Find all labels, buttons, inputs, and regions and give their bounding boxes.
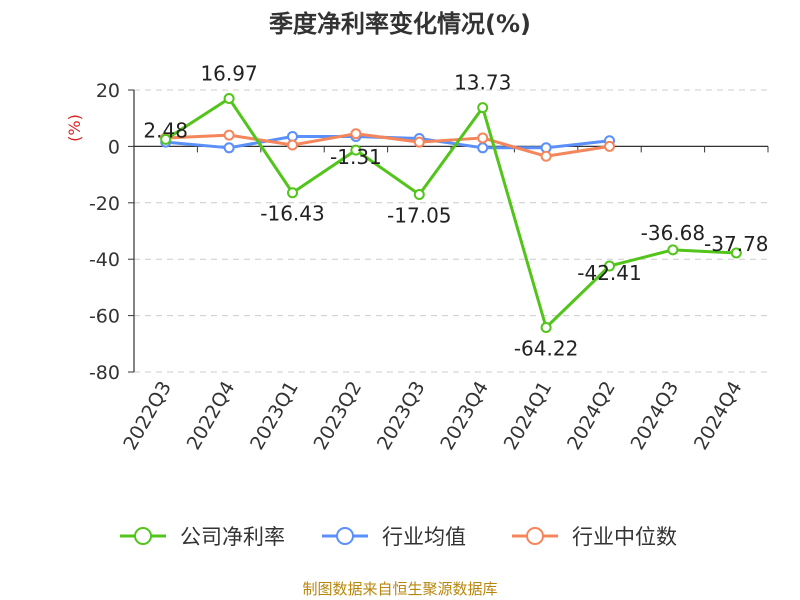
x-tick-label: 2022Q4 [183,378,240,454]
legend-marker [526,527,544,545]
y-tick-label: -60 [89,306,120,328]
data-point [160,133,172,145]
data-label: -16.43 [260,202,324,226]
x-tick-label: 2022Q3 [119,378,176,454]
x-tick-label: 2024Q1 [500,378,557,454]
data-point [287,187,298,199]
data-point [413,136,425,148]
y-tick-label: -20 [89,193,120,215]
data-point [667,244,679,256]
data-point [477,102,489,114]
x-tick-label: 2023Q3 [373,378,430,454]
data-label: -37.78 [704,232,768,256]
data-label: 16.97 [200,62,257,86]
data-label: 2.48 [143,118,188,142]
data-label: -42.41 [577,261,641,285]
x-tick-label: 2024Q4 [690,378,747,454]
legend-marker [336,527,354,545]
x-tick-label: 2024Q3 [626,378,683,454]
data-point [730,247,742,259]
x-tick-label: 2023Q2 [309,378,366,454]
data-point [350,144,362,156]
legend-marker [134,527,152,545]
y-tick-label: -40 [89,249,120,271]
data-point [413,188,425,200]
data-point [604,140,615,152]
legend-label: 行业中位数 [572,525,677,549]
data-source-note: 制图数据来自恒生聚源数据库 [302,580,498,598]
legend-label: 行业均值 [382,525,466,549]
data-point [477,132,489,144]
data-point [287,139,298,151]
y-axis-label: (%) [65,114,84,142]
data-point [350,128,362,140]
data-label: -36.68 [641,221,705,245]
data-label: -1.31 [330,145,382,169]
data-point [604,260,615,272]
chart-title: 季度净利率变化情况(%) [269,10,531,38]
data-point [540,322,552,334]
x-tick-label: 2023Q4 [436,378,493,454]
legend-label: 公司净利率 [180,525,285,549]
x-tick-label: 2024Q2 [563,378,620,454]
series-line [165,132,610,158]
y-tick-label: -80 [89,362,120,384]
data-point [540,150,552,162]
data-point [223,142,235,154]
series-line [164,97,737,330]
y-tick-label: 0 [108,136,120,158]
data-point [223,93,235,105]
data-label: -64.22 [514,337,578,361]
data-point [477,142,489,154]
data-label: -17.05 [387,203,451,227]
x-tick-label: 2023Q1 [246,378,303,454]
y-tick-label: 20 [96,80,120,102]
data-label: 13.73 [454,71,511,95]
data-point [223,129,235,141]
